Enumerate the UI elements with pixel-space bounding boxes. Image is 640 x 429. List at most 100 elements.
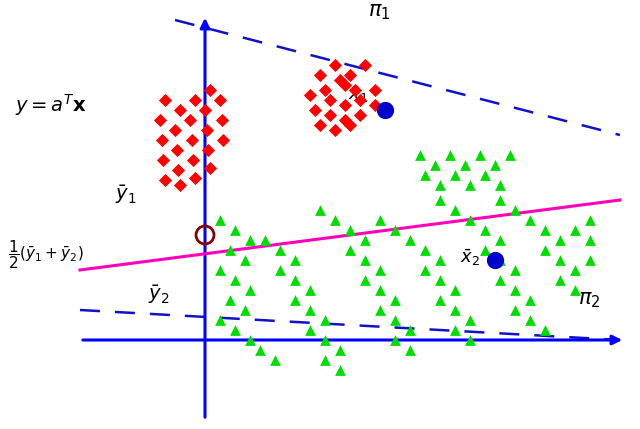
Point: [305, 91, 315, 98]
Point: [495, 257, 505, 263]
Text: $\pi_1$: $\pi_1$: [368, 2, 390, 22]
Point: [480, 247, 490, 254]
Text: $\pi_2$: $\pi_2$: [578, 290, 600, 310]
Point: [450, 307, 460, 314]
Point: [230, 326, 240, 333]
Point: [465, 317, 475, 323]
Point: [345, 121, 355, 128]
Point: [345, 227, 355, 233]
Point: [230, 227, 240, 233]
Point: [370, 102, 380, 109]
Point: [335, 347, 345, 353]
Point: [320, 317, 330, 323]
Point: [155, 117, 165, 124]
Point: [570, 287, 580, 293]
Point: [380, 106, 390, 113]
Point: [490, 257, 500, 263]
Point: [420, 247, 430, 254]
Point: [480, 227, 490, 233]
Point: [218, 136, 228, 143]
Point: [290, 277, 300, 284]
Point: [275, 266, 285, 273]
Point: [315, 121, 325, 128]
Point: [420, 172, 430, 178]
Point: [217, 117, 227, 124]
Point: [202, 127, 212, 133]
Point: [260, 236, 270, 243]
Point: [230, 277, 240, 284]
Point: [510, 266, 520, 273]
Point: [215, 317, 225, 323]
Point: [570, 266, 580, 273]
Point: [325, 112, 335, 118]
Point: [585, 236, 595, 243]
Point: [190, 97, 200, 103]
Point: [450, 207, 460, 214]
Point: [480, 172, 490, 178]
Point: [330, 217, 340, 224]
Point: [315, 207, 325, 214]
Point: [330, 127, 340, 133]
Point: [215, 97, 225, 103]
Point: [495, 236, 505, 243]
Point: [315, 72, 325, 79]
Text: $\bar{y}_2$: $\bar{y}_2$: [148, 284, 170, 306]
Point: [435, 257, 445, 263]
Point: [450, 172, 460, 178]
Point: [215, 266, 225, 273]
Point: [525, 296, 535, 303]
Point: [525, 217, 535, 224]
Text: $\bar{x}_2$: $\bar{x}_2$: [460, 248, 480, 268]
Point: [330, 62, 340, 69]
Point: [187, 136, 197, 143]
Point: [405, 236, 415, 243]
Point: [305, 326, 315, 333]
Point: [540, 247, 550, 254]
Point: [205, 165, 215, 172]
Point: [360, 277, 370, 284]
Text: $y = a^T\mathbf{x}$: $y = a^T\mathbf{x}$: [15, 92, 87, 118]
Point: [495, 196, 505, 203]
Point: [420, 266, 430, 273]
Point: [465, 181, 475, 188]
Point: [555, 236, 565, 243]
Point: [360, 62, 370, 69]
Point: [310, 106, 320, 113]
Point: [390, 337, 400, 344]
Point: [450, 326, 460, 333]
Point: [370, 87, 380, 94]
Point: [375, 266, 385, 273]
Point: [225, 296, 235, 303]
Point: [475, 151, 485, 158]
Point: [345, 247, 355, 254]
Point: [375, 307, 385, 314]
Point: [215, 217, 225, 224]
Point: [305, 307, 315, 314]
Point: [240, 307, 250, 314]
Point: [205, 87, 215, 94]
Point: [435, 296, 445, 303]
Point: [555, 277, 565, 284]
Point: [335, 76, 345, 83]
Point: [170, 127, 180, 133]
Point: [355, 97, 365, 103]
Point: [360, 236, 370, 243]
Point: [320, 356, 330, 363]
Point: [345, 72, 355, 79]
Point: [290, 257, 300, 263]
Point: [390, 317, 400, 323]
Point: [495, 277, 505, 284]
Point: [390, 227, 400, 233]
Point: [405, 326, 415, 333]
Point: [355, 112, 365, 118]
Point: [275, 247, 285, 254]
Point: [190, 175, 200, 181]
Point: [585, 257, 595, 263]
Point: [172, 147, 182, 154]
Text: $\dfrac{1}{2}(\bar{y}_1 + \bar{y}_2)$: $\dfrac{1}{2}(\bar{y}_1 + \bar{y}_2)$: [8, 239, 84, 272]
Point: [320, 87, 330, 94]
Point: [505, 151, 515, 158]
Point: [430, 162, 440, 169]
Point: [160, 97, 170, 103]
Point: [340, 117, 350, 124]
